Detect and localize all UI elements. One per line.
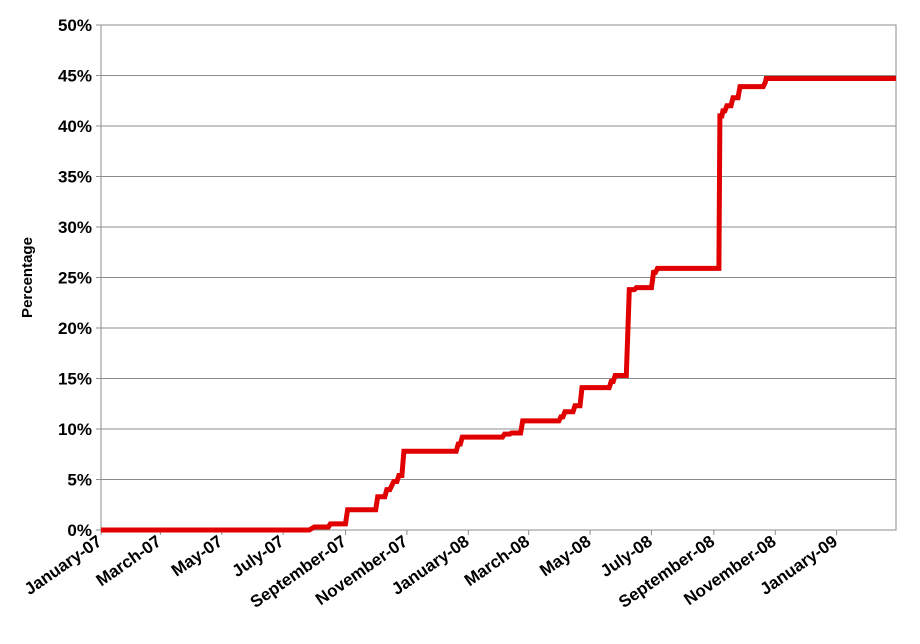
series-layer — [101, 76, 896, 533]
gridlines — [101, 75, 896, 480]
x-tick-label: May-07 — [168, 532, 226, 581]
x-tick-label: January-07 — [21, 532, 105, 599]
series-line-1 — [101, 76, 896, 533]
y-tick-label: 0% — [67, 521, 92, 540]
y-axis-ticks: 0% 5% 10% 15% 20% 25% 30% 35% 40% 45% 50% — [58, 16, 101, 540]
y-tick-label: 15% — [58, 370, 92, 389]
y-tick-label: 25% — [58, 269, 92, 288]
y-tick-label: 35% — [58, 168, 92, 187]
y-axis-title: Percentage — [19, 237, 36, 318]
y-tick-label: 10% — [58, 420, 92, 439]
x-tick-label: March-08 — [461, 532, 533, 590]
y-tick-label: 5% — [67, 471, 92, 490]
y-tick-label: 20% — [58, 319, 92, 338]
x-tick-label: May-08 — [536, 532, 594, 581]
y-tick-label: 40% — [58, 117, 92, 136]
y-tick-label: 30% — [58, 218, 92, 237]
y-tick-label: 50% — [58, 16, 92, 35]
y-tick-label: 45% — [58, 67, 92, 86]
x-tick-label: March-07 — [93, 532, 165, 590]
